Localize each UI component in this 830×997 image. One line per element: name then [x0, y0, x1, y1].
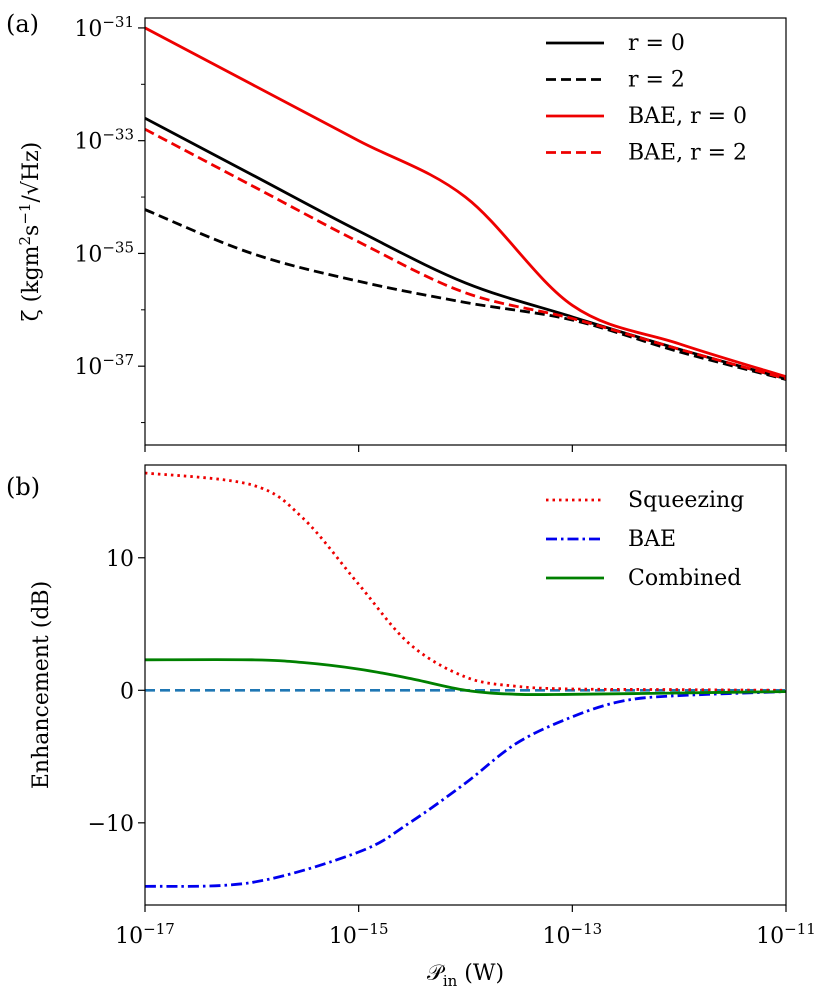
legend-a-2-label: BAE, r = 0 — [628, 104, 747, 129]
panel-b-series — [145, 471, 786, 888]
series-a-3-line — [145, 127, 786, 381]
b-xtick-label-2: 10−13 — [543, 920, 603, 949]
legend-a-1-label: r = 2 — [628, 68, 685, 93]
legend-b-1-label: BAE — [628, 527, 676, 552]
panel-b-xlabel: 𝒫in (W) — [427, 961, 504, 990]
panel-b-label: (b) — [6, 473, 40, 501]
a-ytick-label-1: 10−33 — [74, 126, 134, 155]
series-a-1-line — [145, 208, 786, 381]
series-b-1-line — [145, 690, 786, 888]
panel-a: (a) ζ (kgm2s−1/√Hz) 10−31 10−33 10−35 10−37… — [6, 10, 787, 452]
panel-b-ticks: 10−17 10−15 10−13 10−11 10 0 −10 — [88, 547, 816, 949]
panel-b: (b) Enhancement (dB) 10−17 10−15 10−13 10−1… — [6, 464, 816, 990]
legend-b-0-label: Squeezing — [628, 488, 744, 513]
panel-a-legend: r = 0 r = 2 BAE, r = 0 BAE, r = 2 — [546, 31, 747, 166]
panel-a-frame — [144, 17, 787, 446]
b-ytick-label-2: −10 — [88, 812, 134, 837]
series-b-2-line — [145, 658, 786, 697]
b-xtick-label-3: 10−11 — [756, 920, 816, 949]
panel-a-ticks: 10−31 10−33 10−35 10−37 — [74, 13, 787, 452]
panel-a-series — [145, 26, 786, 381]
legend-a-3-label: BAE, r = 2 — [628, 141, 747, 166]
panel-b-ylabel: Enhancement (dB) — [29, 581, 54, 789]
svg-text:ζ (kgm2s−1/√Hz): ζ (kgm2s−1/√Hz) — [16, 142, 44, 322]
b-xtick-label-0: 10−17 — [115, 920, 175, 949]
panel-a-ylabel: ζ (kgm2s−1/√Hz) — [16, 142, 44, 322]
b-ytick-label-1: 0 — [120, 679, 134, 704]
panel-a-label: (a) — [6, 10, 39, 38]
b-ytick-label-0: 10 — [106, 547, 134, 572]
legend-b-2-label: Combined — [628, 566, 741, 591]
a-ytick-label-3: 10−37 — [74, 351, 134, 380]
series-a-2-line — [145, 26, 786, 379]
b-xtick-label-1: 10−15 — [329, 920, 389, 949]
legend-a-0-label: r = 0 — [628, 31, 685, 56]
a-ytick-label-2: 10−35 — [74, 238, 134, 267]
series-a-0-line — [145, 116, 786, 381]
a-ytick-label-0: 10−31 — [74, 13, 134, 42]
panel-b-legend: Squeezing BAE Combined — [546, 488, 744, 591]
panel-b-frame — [144, 464, 787, 906]
